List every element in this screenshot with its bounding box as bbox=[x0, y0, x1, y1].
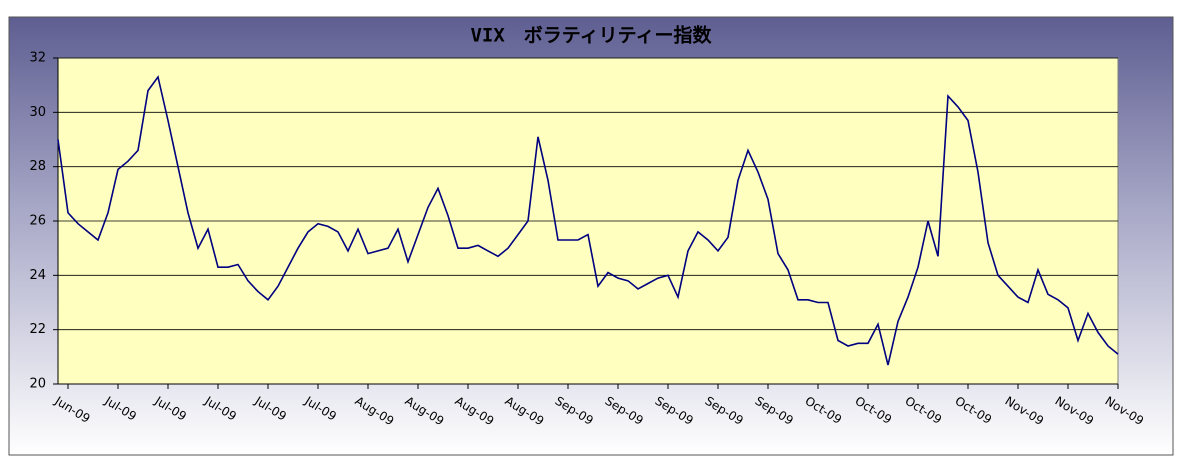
chart-title: VIX ボラティリティー指数 bbox=[470, 24, 712, 47]
y-tick-label: 22 bbox=[29, 322, 46, 337]
y-tick-label: 30 bbox=[29, 105, 46, 120]
y-tick-label: 32 bbox=[29, 51, 46, 66]
data-line bbox=[57, 75, 1119, 366]
y-tick-label: 24 bbox=[29, 268, 46, 283]
y-tick-label: 26 bbox=[29, 214, 46, 229]
y-tick-label: 20 bbox=[29, 377, 46, 392]
y-tick-label: 28 bbox=[29, 159, 46, 174]
